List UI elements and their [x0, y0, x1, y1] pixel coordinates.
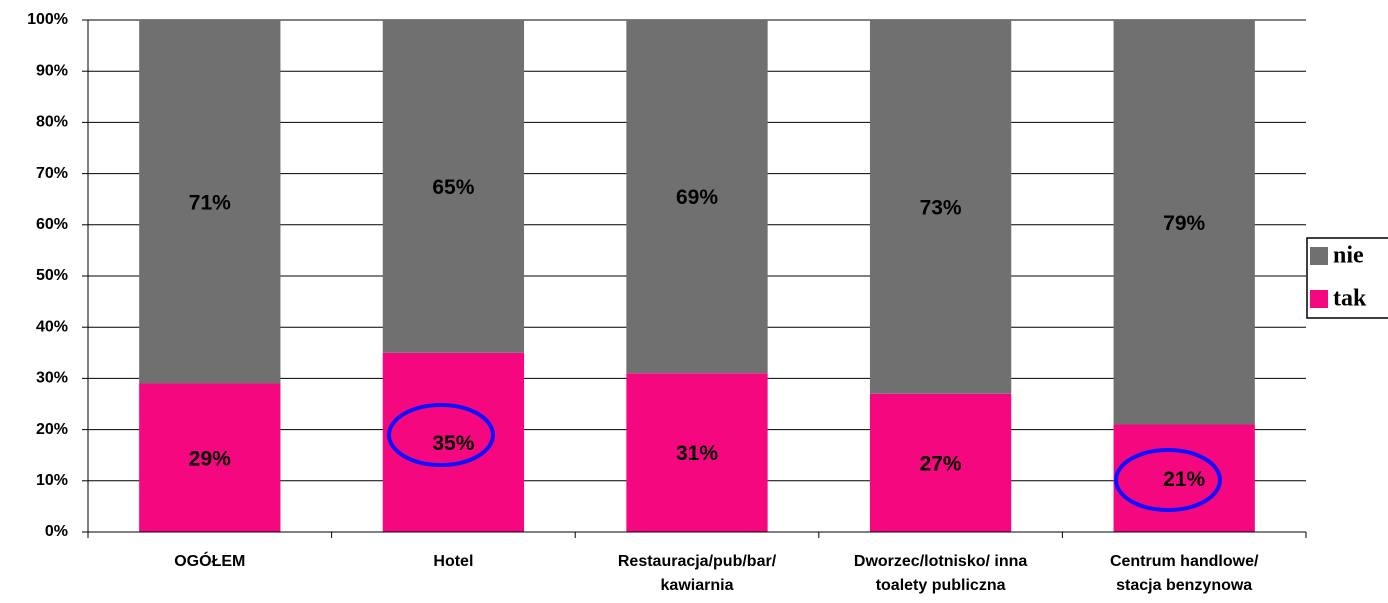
y-tick-label: 60% — [36, 216, 68, 233]
bar-segment — [382, 352, 525, 532]
y-tick-label: 70% — [36, 165, 68, 182]
y-tick-label: 90% — [36, 62, 68, 79]
bar-segment — [869, 20, 1012, 394]
y-tick-label: 40% — [36, 318, 68, 335]
data-label: 31% — [676, 442, 718, 465]
y-tick-label: 0% — [45, 523, 68, 540]
bar-segment — [869, 393, 1012, 532]
y-tick-label: 10% — [36, 472, 68, 489]
data-label: 29% — [189, 447, 231, 470]
legend-label: nie — [1333, 243, 1364, 269]
bar-segment — [382, 20, 525, 353]
bar-segment — [1113, 20, 1255, 425]
bar-segment — [626, 373, 768, 532]
data-label: 21% — [1163, 468, 1205, 491]
x-tick-label: Restauracja/pub/bar/ kawiarnia — [617, 553, 777, 594]
data-label: 69% — [676, 186, 718, 209]
x-tick-label: Dworzec/lotnisko/ inna toalety publiczna — [853, 553, 1028, 594]
data-label: 27% — [920, 452, 962, 475]
bar-segment — [139, 383, 281, 532]
y-tick-label: 50% — [36, 267, 68, 284]
y-tick-label: 20% — [36, 421, 68, 438]
data-label: 79% — [1163, 212, 1205, 235]
annotation-ellipse — [1114, 448, 1222, 512]
bar-segment — [139, 20, 281, 384]
data-label: 35% — [432, 432, 474, 455]
legend-swatch — [1310, 290, 1328, 308]
legend-swatch — [1310, 247, 1328, 265]
bar-segment — [1113, 424, 1255, 532]
x-tick-label: OGÓŁEM — [174, 553, 246, 570]
y-tick-label: 30% — [36, 370, 68, 387]
bar-segment — [626, 20, 768, 374]
y-tick-label: 100% — [27, 11, 68, 28]
data-label: 73% — [920, 196, 962, 219]
data-label: 71% — [189, 191, 231, 214]
x-tick-label: Hotel — [433, 553, 474, 570]
x-tick-label: Centrum handlowe/ stacja benzynowa — [1109, 553, 1259, 594]
data-label: 65% — [432, 176, 474, 199]
legend-label: tak — [1333, 286, 1367, 312]
annotation-ellipse — [387, 403, 495, 467]
y-tick-label: 80% — [36, 114, 68, 131]
